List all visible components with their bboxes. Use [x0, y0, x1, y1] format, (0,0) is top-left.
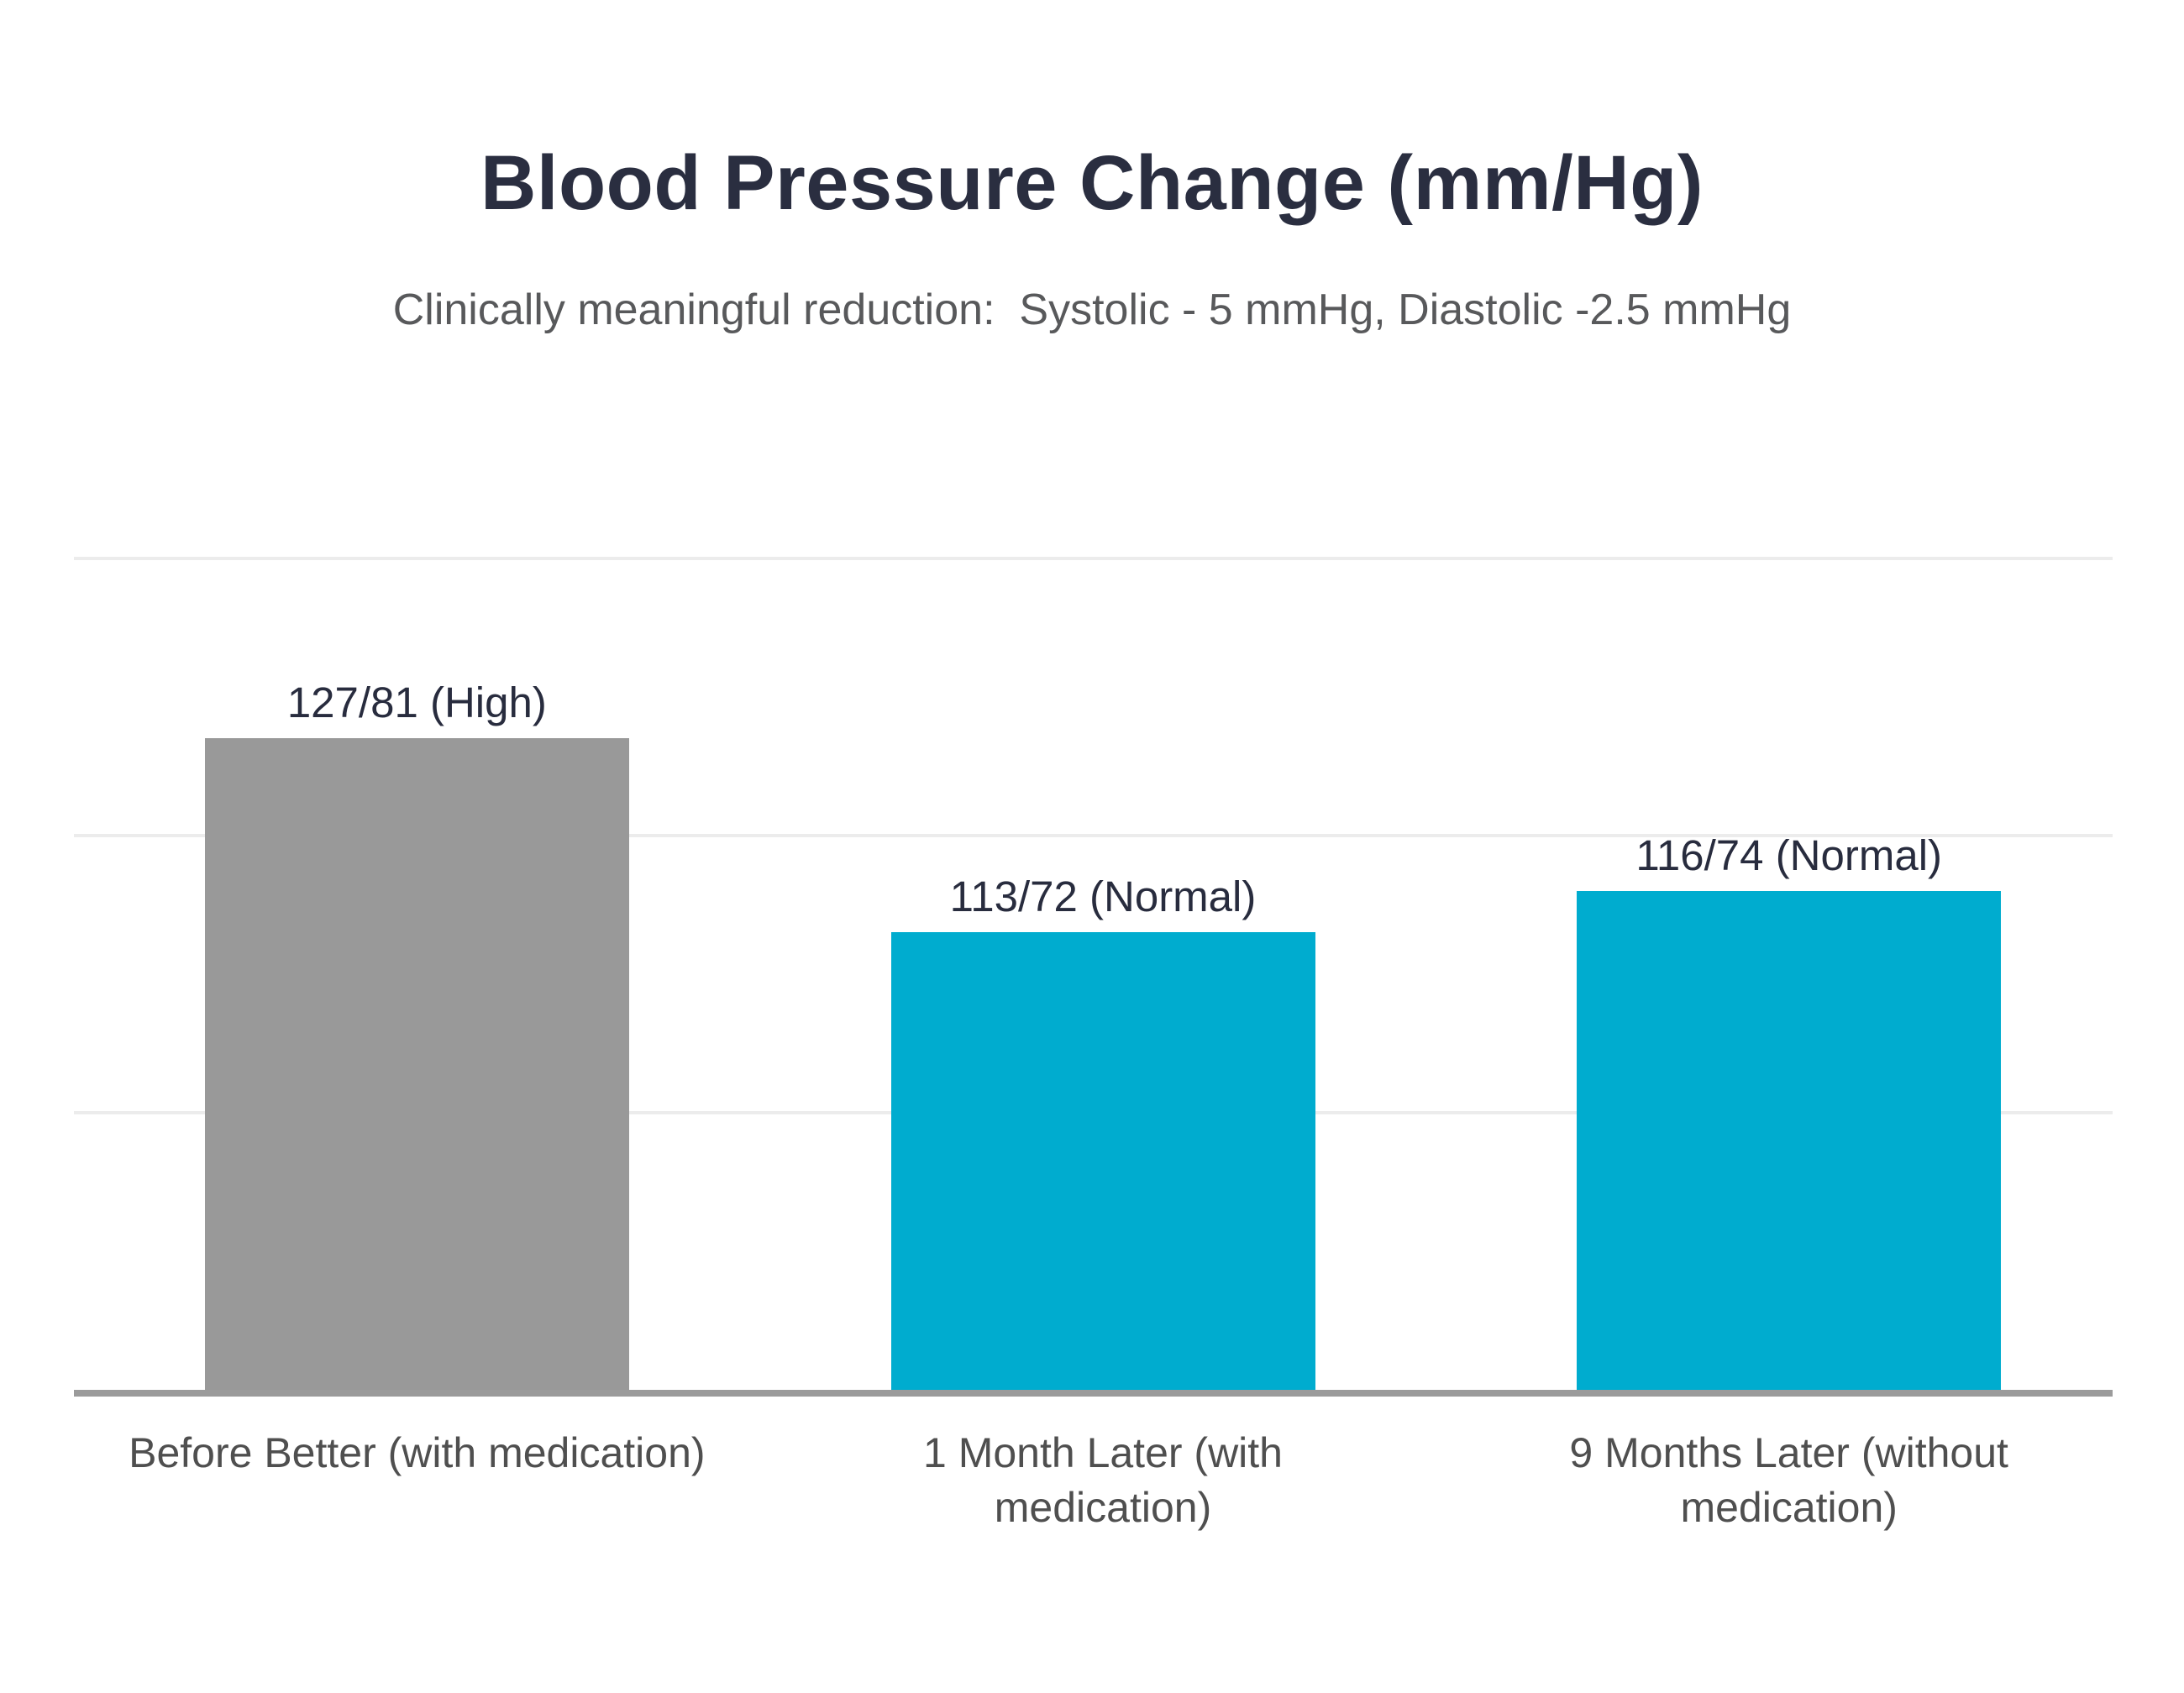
category-label-1-month: 1 Month Later (with medication) [760, 1426, 1446, 1535]
chart-subtitle: Clinically meaningful reduction: Systoli… [392, 286, 1792, 334]
bar-column-before: 127/81 (High) [74, 433, 760, 1390]
category-label-line: medication) [1680, 1484, 1898, 1531]
gridline-120 [74, 833, 2113, 837]
bar-column-1-month: 113/72 (Normal) [760, 433, 1446, 1390]
category-label-before: Before Better (with medication) [74, 1426, 760, 1535]
category-label-9-months: 9 Months Later (without medication) [1446, 1426, 2132, 1535]
bar-value-label: 127/81 (High) [286, 679, 547, 727]
category-label-line: 9 Months Later (without [1569, 1429, 2008, 1476]
bar-before-medication: 127/81 (High) [204, 679, 629, 1390]
gridline-140 [74, 556, 2113, 560]
category-labels: Before Better (with medication) 1 Month … [74, 1426, 2132, 1535]
category-label-line: medication) [994, 1484, 1212, 1531]
chart-title: Blood Pressure Change (mm/Hg) [480, 140, 1704, 226]
x-axis-line [74, 1390, 2113, 1397]
bar-column-9-months: 116/74 (Normal) [1446, 433, 2132, 1390]
bar-value-label: 113/72 (Normal) [949, 873, 1257, 921]
category-label-line: 1 Month Later (with [923, 1429, 1283, 1476]
bar-columns: 127/81 (High) 113/72 (Normal) 116/74 (No… [74, 433, 2132, 1390]
bar-value-label: 116/74 (Normal) [1635, 831, 1943, 879]
bar-1-month-later: 113/72 (Normal) [890, 873, 1315, 1390]
plot-area: 127/81 (High) 113/72 (Normal) 116/74 (No… [74, 433, 2132, 1397]
category-label-line: Before Better (with medication) [129, 1429, 706, 1476]
bar-9-months-later: 116/74 (Normal) [1577, 831, 2002, 1390]
